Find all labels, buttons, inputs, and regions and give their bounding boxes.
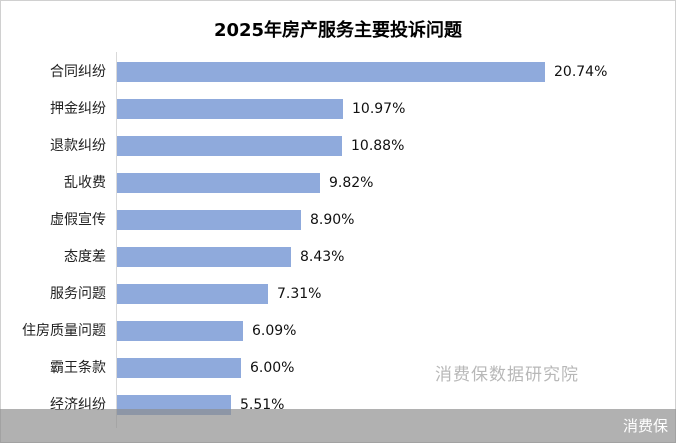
chart-title: 2025年房产服务主要投诉问题 [213, 20, 463, 41]
value-label: 8.90% [310, 212, 355, 228]
bar [117, 62, 545, 82]
bar [117, 99, 343, 119]
footer-label: 消费保 [622, 417, 668, 435]
bar-row: 虚假宣传 8.90% [0, 210, 676, 230]
category-label: 乱收费 [64, 175, 106, 191]
value-label: 20.74% [554, 64, 608, 80]
bar [117, 247, 291, 267]
bar [117, 173, 320, 193]
category-axis-line [116, 52, 117, 428]
value-label: 7.31% [277, 286, 322, 302]
bar [117, 210, 301, 230]
value-label: 8.43% [300, 249, 345, 265]
value-label: 10.88% [351, 138, 405, 154]
bar-row: 态度差 8.43% [0, 247, 676, 267]
bar-row: 服务问题 7.31% [0, 284, 676, 304]
bar [117, 358, 241, 378]
bar [117, 321, 243, 341]
category-label: 住房质量问题 [22, 323, 106, 339]
footer-band: 消费保 [0, 409, 676, 443]
value-label: 9.82% [329, 175, 374, 191]
category-label: 虚假宣传 [50, 212, 106, 228]
category-label: 退款纠纷 [50, 138, 106, 154]
value-label: 10.97% [352, 101, 406, 117]
bar-row: 霸王条款 6.00% [0, 358, 676, 378]
category-label: 态度差 [64, 249, 106, 265]
bar-row: 住房质量问题 6.09% [0, 321, 676, 341]
category-label: 押金纠纷 [50, 101, 106, 117]
value-label: 6.00% [250, 360, 295, 376]
category-label: 服务问题 [50, 286, 106, 302]
bar-row: 退款纠纷 10.88% [0, 136, 676, 156]
bar-row: 合同纠纷 20.74% [0, 62, 676, 82]
watermark-text: 消费保数据研究院 [435, 365, 579, 385]
bar-row: 押金纠纷 10.97% [0, 99, 676, 119]
bar [117, 284, 268, 304]
bar-row: 乱收费 9.82% [0, 173, 676, 193]
category-label: 霸王条款 [50, 360, 106, 376]
value-label: 6.09% [252, 323, 297, 339]
bar [117, 136, 342, 156]
category-label: 合同纠纷 [50, 64, 106, 80]
